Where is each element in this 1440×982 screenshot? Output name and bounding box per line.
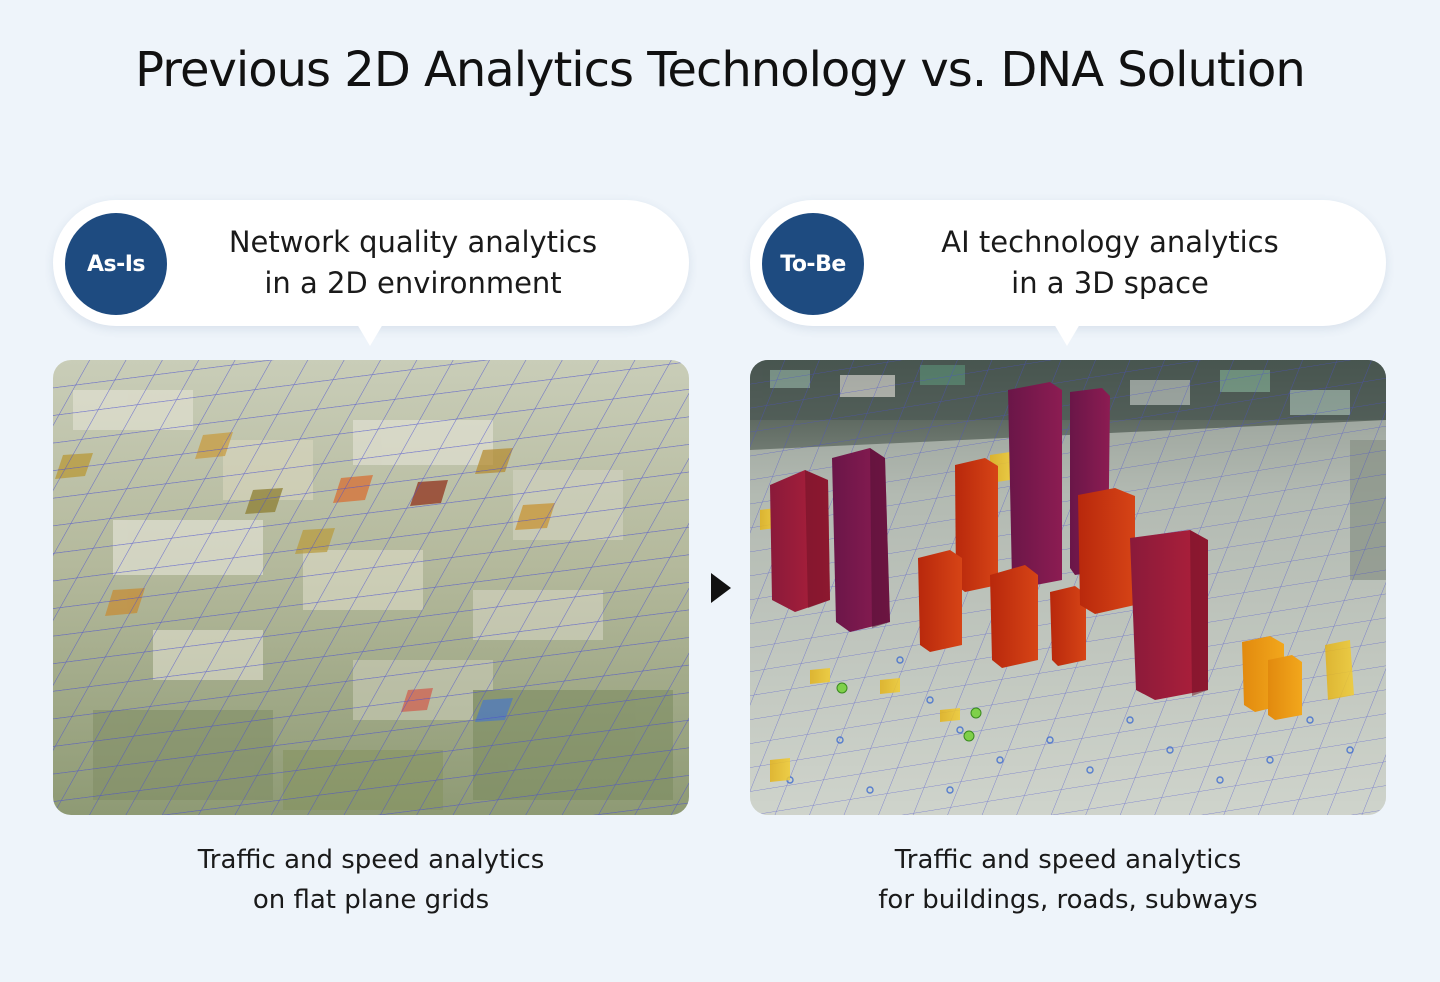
as-is-speech-bubble: As-Is Network quality analytics in a 2D …	[53, 200, 689, 326]
as-is-heading: Network quality analytics in a 2D enviro…	[183, 222, 643, 304]
to-be-badge: To-Be	[762, 213, 864, 315]
to-be-speech-bubble: To-Be AI technology analytics in a 3D sp…	[750, 200, 1386, 326]
as-is-2d-map-image	[53, 360, 689, 815]
as-is-caption: Traffic and speed analytics on flat plan…	[53, 840, 689, 920]
to-be-heading-line-1: AI technology analytics	[941, 225, 1279, 259]
as-is-bubble-tail	[357, 324, 383, 346]
to-be-caption: Traffic and speed analytics for building…	[750, 840, 1386, 920]
to-be-3d-map-image	[750, 360, 1386, 815]
as-is-panel: As-Is Network quality analytics in a 2D …	[53, 200, 689, 920]
page-title: Previous 2D Analytics Technology vs. DNA…	[135, 42, 1306, 98]
as-is-caption-line-1: Traffic and speed analytics	[197, 845, 545, 875]
to-be-caption-line-2: for buildings, roads, subways	[878, 885, 1258, 915]
triangle-right-icon	[711, 573, 731, 603]
as-is-heading-line-2: in a 2D environment	[264, 266, 562, 300]
to-be-caption-line-1: Traffic and speed analytics	[894, 845, 1242, 875]
to-be-panel: To-Be AI technology analytics in a 3D sp…	[750, 200, 1386, 920]
as-is-caption-line-2: on flat plane grids	[252, 885, 490, 915]
to-be-heading-line-2: in a 3D space	[1011, 266, 1209, 300]
to-be-heading: AI technology analytics in a 3D space	[880, 222, 1340, 304]
to-be-bubble-tail	[1054, 324, 1080, 346]
as-is-heading-line-1: Network quality analytics	[228, 225, 598, 259]
as-is-badge: As-Is	[65, 213, 167, 315]
